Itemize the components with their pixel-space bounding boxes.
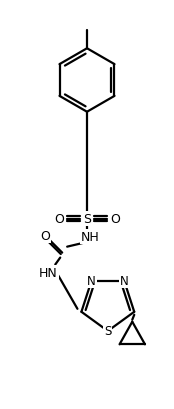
Text: HN: HN [39, 266, 58, 279]
Text: N: N [120, 274, 129, 288]
Text: NH: NH [81, 231, 99, 244]
Text: S: S [104, 325, 112, 338]
Text: O: O [110, 213, 120, 226]
Text: N: N [87, 274, 96, 288]
Text: O: O [40, 229, 50, 243]
Text: S: S [83, 213, 91, 226]
Text: O: O [54, 213, 64, 226]
